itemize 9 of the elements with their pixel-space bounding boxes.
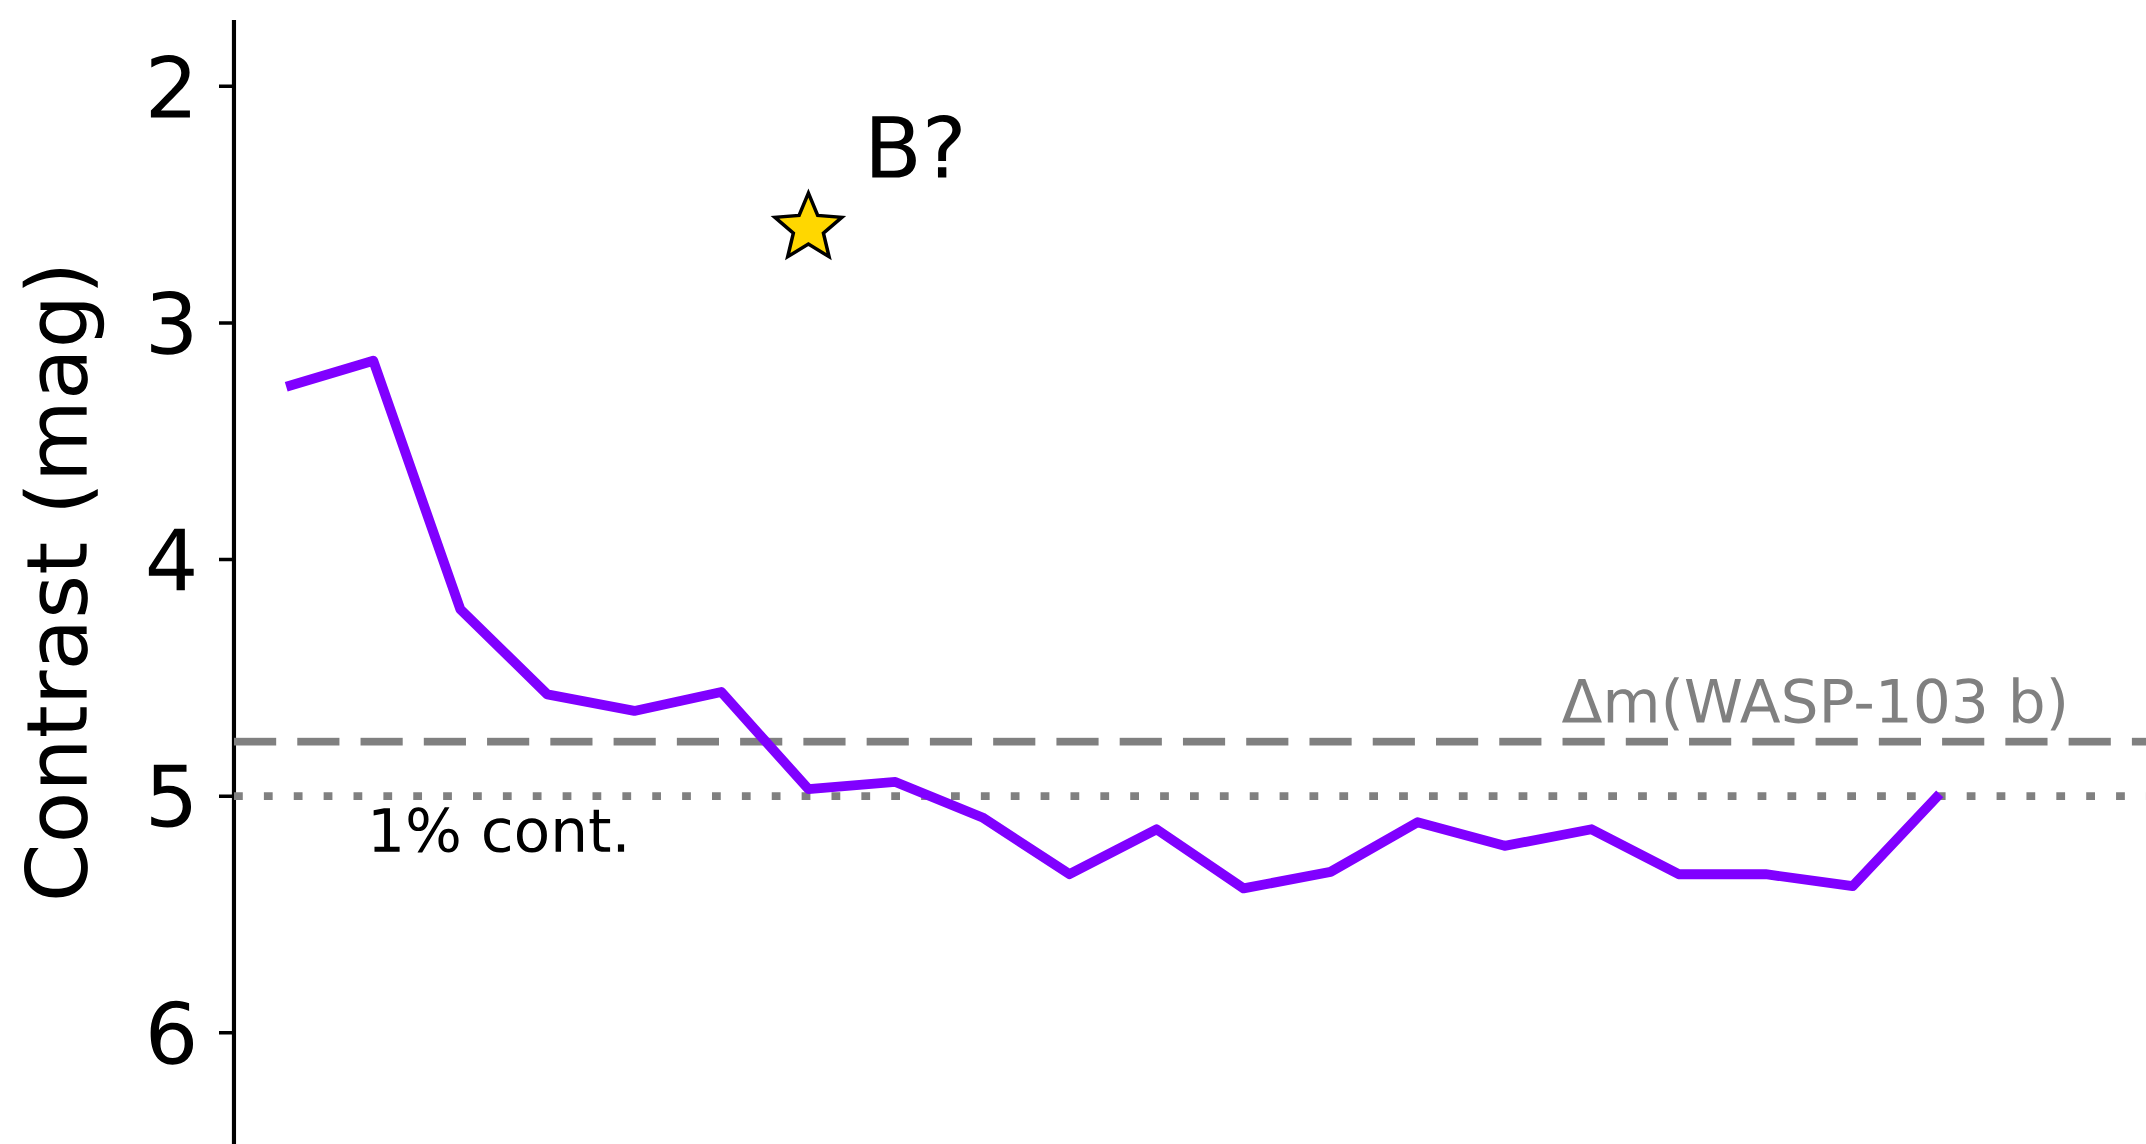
y-axis-title: Contrast (mag) [22,269,105,898]
y-tick-label: 6 [150,1000,194,1065]
series-label: B? [872,115,961,178]
ref-line-label: 1% cont. [373,807,625,853]
y-tick-label: 5 [151,764,192,828]
ref-line-label: Δm(WASP-103 b) [1561,677,2064,731]
y-tick-label: 4 [148,528,194,591]
y-tick-label: 2 [150,54,190,118]
y-tick-label: 3 [151,290,192,355]
